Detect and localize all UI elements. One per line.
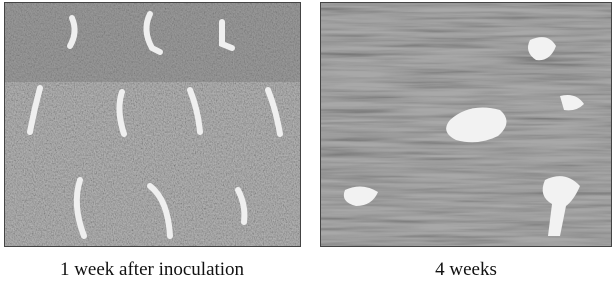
figure: 1 week after inoculation 4 weeks [0,0,616,282]
caption: 4 weeks [435,259,497,280]
photo-4-weeks [320,2,612,247]
photo-1-week [4,2,301,247]
caption: 1 week after inoculation [60,259,245,280]
page: 1 week after inoculation 4 weeks (() => … [0,0,616,282]
